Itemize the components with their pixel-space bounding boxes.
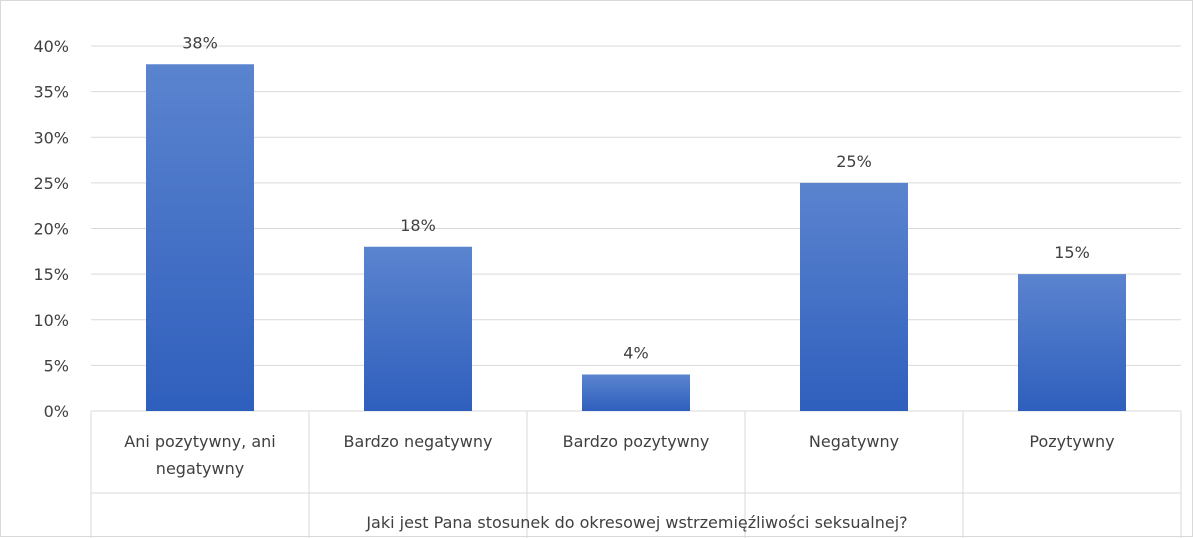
bar: [364, 246, 472, 411]
bar: [1018, 274, 1126, 411]
x-tick-label: Bardzo negatywny: [344, 432, 493, 451]
x-tick-label: Bardzo pozytywny: [563, 432, 710, 451]
y-tick-label: 20%: [33, 220, 69, 239]
bar: [146, 64, 254, 411]
x-tick-label: negatywny: [156, 459, 244, 478]
data-label: 25%: [836, 152, 872, 171]
x-tick-label: Negatywny: [809, 432, 899, 451]
y-tick-label: 10%: [33, 311, 69, 330]
y-tick-label: 15%: [33, 265, 69, 284]
y-tick-label: 0%: [44, 402, 69, 421]
data-label: 18%: [400, 216, 436, 235]
data-label: 4%: [623, 344, 648, 363]
data-labels: 38% 18% 4% 25% 15%: [182, 33, 1090, 362]
y-axis-ticks: 0% 5% 10% 15% 20% 25% 30% 35% 40%: [33, 37, 69, 421]
y-tick-label: 30%: [33, 128, 69, 147]
bars: [146, 64, 1126, 411]
x-axis-categories: Ani pozytywny, ani negatywny Bardzo negaty…: [124, 432, 1114, 478]
bar: [582, 374, 690, 411]
y-tick-label: 35%: [33, 83, 69, 102]
data-label: 38%: [182, 33, 218, 52]
x-tick-label: Ani pozytywny, ani: [124, 432, 275, 451]
bar: [800, 182, 908, 411]
gridlines: [90, 45, 1182, 538]
x-axis-title: Jaki jest Pana stosunek do okresowej wst…: [365, 513, 907, 532]
x-tick-label: Pozytywny: [1029, 432, 1114, 451]
y-tick-label: 25%: [33, 174, 69, 193]
y-tick-label: 5%: [44, 356, 69, 375]
y-tick-label: 40%: [33, 37, 69, 56]
data-label: 15%: [1054, 243, 1090, 262]
